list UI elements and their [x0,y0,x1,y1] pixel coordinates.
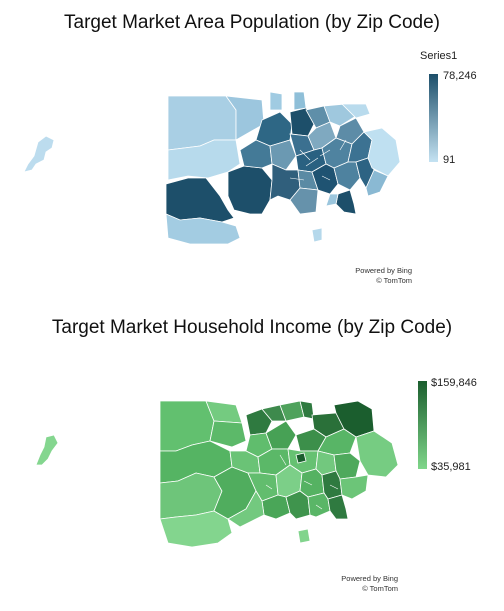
credit-tomtom: © TomTom [362,584,398,593]
zip-region [295,452,307,464]
zip-region [227,165,273,215]
zip-region [269,91,283,111]
population-legend-bar [429,74,438,162]
zip-region [355,430,399,478]
zip-region [297,528,311,544]
zip-region [299,468,325,498]
zip-region [159,510,233,548]
credit-tomtom: © TomTom [376,276,412,285]
population-map-panel: Target Market Area Population (by Zip Co… [0,0,504,300]
zip-region [35,434,59,466]
population-map-title: Target Market Area Population (by Zip Co… [64,12,440,33]
income-choropleth [35,400,399,548]
zip-region [165,213,241,245]
zip-region [245,408,273,436]
population-choropleth [23,91,401,245]
population-legend-min: 91 [443,154,456,166]
zip-region [269,139,297,171]
income-legend-min: $35,981 [431,461,471,473]
zip-region [339,474,369,500]
zip-region [225,95,265,141]
credit-bing: Powered by Bing [355,266,412,275]
zip-region [365,169,389,197]
income-legend-bar [418,381,427,469]
zip-region [265,420,297,450]
zip-region [293,91,307,111]
zip-region [167,139,241,181]
zip-region [209,420,247,448]
zip-region [315,450,337,476]
population-legend-title: Series1 [420,50,458,62]
income-map-panel: Target Market Household Income (by Zip C… [0,305,504,605]
zip-region [307,492,331,518]
population-legend-max: 78,246 [443,70,477,82]
income-map-credits: Powered by Bing © TomTom [316,574,398,594]
zip-region [23,135,55,173]
zip-region [289,187,319,215]
zip-region [165,177,235,223]
zip-region [333,161,361,191]
population-map-credits: Powered by Bing © TomTom [330,266,412,286]
zip-region [311,227,323,243]
zip-region [327,494,349,520]
income-legend-max: $159,846 [431,377,477,389]
income-map-title: Target Market Household Income (by Zip C… [51,317,453,338]
zip-region [341,103,371,119]
zip-region [325,193,339,207]
zip-region [227,490,265,528]
credit-bing: Powered by Bing [341,574,398,583]
zip-region [335,189,357,215]
